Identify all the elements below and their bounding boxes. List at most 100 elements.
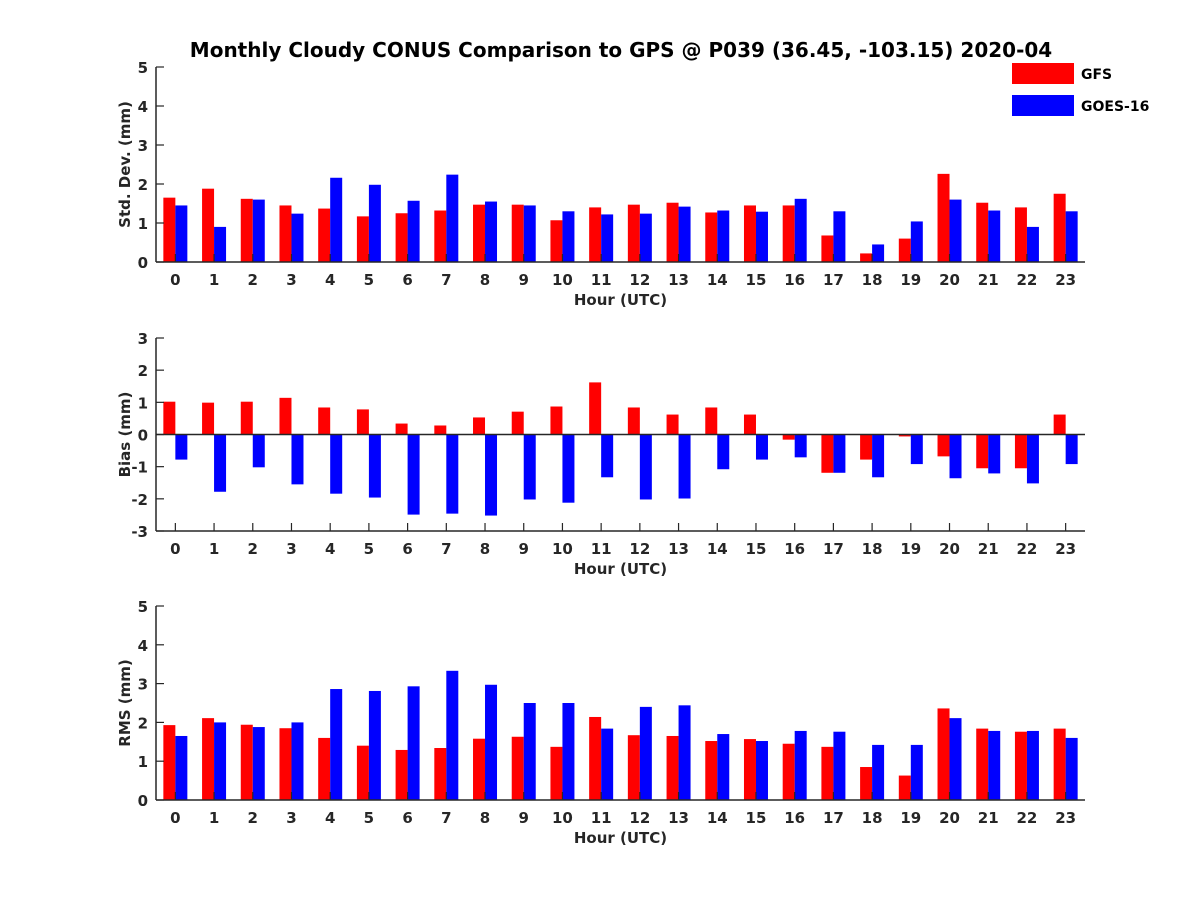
bias-x-tick-label: 0 [170,540,180,558]
bias-bar-gfs-6 [395,423,408,435]
rms-bar-goes16-4 [330,689,343,800]
std-dev-x-tick-label: 21 [978,271,999,289]
rms-x-tick-label: 17 [823,809,844,827]
bias-bar-gfs-11 [589,382,602,435]
bias-bar-gfs-19 [898,434,911,437]
rms-x-tick-label: 6 [402,809,412,827]
std-dev-bar-gfs-5 [356,216,369,262]
rms-bar-goes16-10 [562,703,575,800]
std-dev-bar-gfs-4 [318,208,331,262]
std-dev-x-tick-label: 2 [248,271,258,289]
rms-bar-gfs-2 [240,724,253,800]
std-dev-x-tick-label: 15 [746,271,767,289]
std-dev-bar-goes16-14 [717,210,730,262]
std-dev-x-tick-label: 11 [591,271,612,289]
std-dev-bar-goes16-0 [175,205,188,262]
std-dev-bar-goes16-20 [949,199,962,262]
rms-bar-gfs-6 [395,749,408,800]
bias-bar-gfs-4 [318,407,331,435]
std-dev-y-tick-label: 5 [138,59,148,77]
rms-x-tick-label: 14 [707,809,728,827]
std-dev-bar-gfs-0 [163,197,176,262]
bias-bar-gfs-0 [163,401,176,435]
bias-bar-gfs-5 [356,409,369,435]
bias-x-tick-label: 3 [286,540,296,558]
std-dev-bar-goes16-16 [794,198,807,262]
bias-bar-goes16-9 [523,434,536,500]
std-dev-bar-gfs-15 [743,205,756,262]
std-dev-bar-goes16-18 [872,244,885,262]
std-dev-x-tick-label: 12 [629,271,650,289]
rms-x-tick-label: 8 [480,809,490,827]
rms-bar-goes16-22 [1026,730,1039,800]
rms-bar-gfs-20 [937,708,950,800]
std-dev-bar-goes16-5 [368,184,381,262]
rms-y-tick-label: 1 [138,753,148,771]
bias-x-tick-label: 4 [325,540,335,558]
bias-x-tick-label: 12 [629,540,650,558]
bias-x-tick-label: 20 [939,540,960,558]
std-dev-bar-goes16-2 [252,199,265,262]
bias-bar-goes16-18 [872,434,885,478]
std-dev-x-tick-label: 9 [519,271,529,289]
bias-x-tick-label: 6 [402,540,412,558]
rms-bar-gfs-7 [434,748,447,800]
rms-x-tick-label: 22 [1017,809,1038,827]
rms-bar-goes16-21 [988,730,1001,800]
bias-bar-gfs-22 [1014,434,1027,469]
rms-bar-gfs-1 [202,718,215,800]
rms-bar-goes16-0 [175,735,188,800]
rms-x-tick-label: 13 [668,809,689,827]
rms-bar-goes16-9 [523,703,536,800]
std-dev-bar-gfs-22 [1014,207,1027,262]
std-dev-y-tick-label: 2 [138,176,148,194]
std-dev-bar-gfs-2 [240,198,253,262]
rms-x-tick-label: 7 [441,809,451,827]
bias-bar-gfs-13 [666,414,679,435]
std-dev-bar-goes16-11 [601,214,614,262]
rms-bar-gfs-15 [743,739,756,800]
legend-label-gfs: GFS [1081,67,1112,83]
bias-x-tick-label: 9 [519,540,529,558]
rms-x-tick-label: 15 [746,809,767,827]
bias-bar-goes16-10 [562,434,575,503]
std-dev-bar-goes16-15 [755,211,768,262]
bias-x-tick-label: 7 [441,540,451,558]
legend-swatch-goes16 [1012,95,1074,116]
bias-x-tick-label: 15 [746,540,767,558]
std-dev-x-axis-label: Hour (UTC) [574,291,667,309]
std-dev-y-tick-label: 3 [138,137,148,155]
std-dev-y-tick-label: 1 [138,215,148,233]
rms-bar-gfs-10 [550,746,563,800]
bias-bar-goes16-13 [678,434,691,499]
bias-x-tick-label: 1 [209,540,219,558]
std-dev-x-tick-label: 18 [862,271,883,289]
rms-bar-goes16-3 [291,722,304,800]
bias-x-tick-label: 10 [552,540,573,558]
bias-y-tick-label: -3 [131,523,148,541]
bias-bar-goes16-4 [330,434,343,494]
std-dev-x-tick-label: 23 [1055,271,1076,289]
bias-bar-goes16-12 [639,434,652,500]
rms-bar-goes16-2 [252,727,265,800]
bias-x-tick-label: 21 [978,540,999,558]
bias-bar-goes16-17 [833,434,846,473]
bias-bar-gfs-9 [511,411,524,435]
std-dev-bar-goes16-21 [988,210,1001,262]
bias-bar-goes16-20 [949,434,962,479]
rms-bar-gfs-13 [666,735,679,800]
rms-bar-goes16-6 [407,686,420,800]
std-dev-bar-goes16-13 [678,206,691,262]
bias-y-tick-label: 3 [138,330,148,348]
std-dev-x-tick-label: 3 [286,271,296,289]
rms-bar-gfs-12 [627,735,640,800]
bias-bar-gfs-1 [202,402,215,435]
bias-x-axis-label: Hour (UTC) [574,560,667,578]
std-dev-bar-gfs-18 [860,253,873,262]
rms-bar-gfs-19 [898,775,911,800]
std-dev-y-axis-label: Std. Dev. (mm) [116,101,134,228]
std-dev-bar-goes16-4 [330,177,343,262]
std-dev-bar-gfs-19 [898,238,911,262]
rms-bar-gfs-0 [163,725,176,800]
